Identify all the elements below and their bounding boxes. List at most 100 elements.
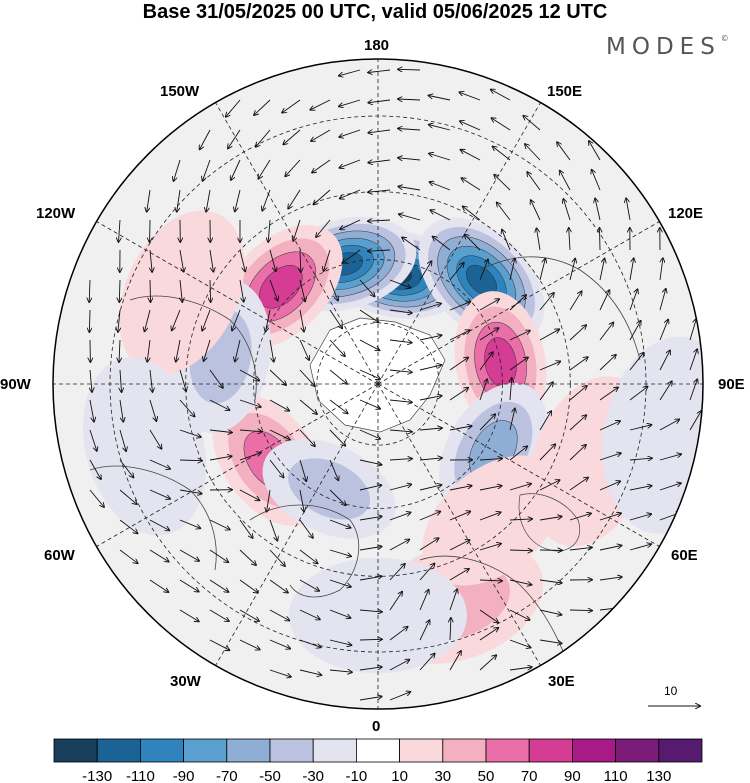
wind-vector — [285, 159, 301, 176]
wind-vector — [389, 279, 411, 288]
lon-label-60e: 60E — [671, 547, 698, 564]
wind-vector — [368, 190, 391, 192]
wind-vector — [204, 339, 211, 361]
wind-vector — [239, 519, 253, 538]
colorbar-swatch — [355, 738, 400, 763]
anomaly-contour — [288, 458, 371, 520]
wind-vector — [389, 540, 409, 551]
lon-label-90w: 90W — [0, 376, 31, 393]
wind-vector — [339, 99, 361, 106]
wind-vector — [569, 291, 582, 311]
wind-vector — [465, 234, 481, 251]
wind-vector — [359, 610, 382, 612]
wind-vector — [689, 411, 701, 431]
lon-label-0: 0 — [372, 718, 381, 735]
lon-label-30w: 30W — [170, 673, 201, 690]
wind-vector — [329, 399, 348, 413]
meridian-line — [199, 383, 379, 693]
wind-vector — [419, 365, 441, 371]
wind-vector — [359, 516, 382, 521]
brand-mark: © — [720, 34, 729, 43]
wind-vector — [592, 170, 601, 191]
wind-vector — [589, 141, 601, 161]
wind-vector — [119, 399, 123, 422]
wind-vector — [231, 159, 241, 180]
wind-vector — [539, 259, 545, 281]
wind-vector — [449, 569, 469, 581]
wind-vector — [119, 219, 121, 242]
meridian-line — [377, 75, 557, 385]
wind-vector — [450, 618, 451, 641]
wind-vector — [629, 289, 638, 311]
wind-vector — [311, 129, 331, 141]
lon-label-150e: 150E — [547, 83, 583, 100]
colorbar-tick-label: -130 — [82, 768, 112, 783]
wind-vector — [149, 549, 169, 562]
wind-vector — [502, 230, 511, 251]
wind-vector — [626, 198, 631, 221]
wind-vector — [569, 610, 592, 611]
wind-vector — [479, 512, 501, 521]
wind-vector — [430, 210, 451, 221]
wind-vector — [300, 249, 301, 272]
wind-vector — [119, 429, 126, 451]
wind-vector — [659, 350, 670, 371]
map-title: Base 31/05/2025 00 UTC, valid 05/06/2025… — [142, 1, 608, 23]
wind-vector — [419, 304, 441, 311]
wind-vector — [599, 453, 621, 461]
latitude-circle — [253, 259, 503, 509]
colorbar-swatch — [312, 738, 357, 763]
wind-vector — [209, 249, 213, 272]
wind-vector — [147, 189, 151, 212]
wind-vector — [299, 669, 321, 675]
wind-vector — [479, 655, 496, 671]
wind-vector — [479, 299, 499, 311]
colorbar-swatch — [183, 738, 228, 763]
meridian-line — [377, 383, 687, 563]
wind-vector — [203, 159, 211, 181]
wind-vector — [449, 511, 470, 521]
wind-vector — [398, 69, 421, 70]
wind-vector — [389, 340, 412, 343]
wind-vector — [118, 309, 120, 332]
wind-vector — [368, 160, 391, 163]
wind-vector — [179, 369, 186, 391]
colorbar-swatch — [53, 738, 98, 763]
wind-vector — [389, 692, 410, 701]
colorbar-tick-label: 70 — [521, 768, 538, 783]
wind-vector — [389, 430, 412, 432]
wind-vector — [209, 519, 230, 530]
wind-vector — [89, 309, 90, 332]
wind-vector — [599, 290, 609, 311]
wind-vector — [689, 379, 697, 401]
wind-vector — [239, 399, 261, 407]
wind-vector — [479, 379, 487, 401]
wind-vector — [329, 459, 338, 480]
colorbar-tick-label: -30 — [302, 768, 324, 783]
wind-vector — [359, 485, 381, 491]
wind-vector — [312, 159, 331, 173]
wind-vector — [120, 369, 122, 392]
wind-vector — [479, 352, 493, 371]
wind-vector — [419, 590, 429, 611]
wind-vector — [179, 429, 201, 437]
wind-vector — [310, 99, 331, 110]
wind-vector — [339, 69, 361, 76]
wind-vector — [479, 609, 498, 623]
wind-vector — [569, 547, 592, 550]
wind-vector — [299, 609, 320, 619]
wind-vector — [359, 667, 382, 671]
wind-vector — [269, 399, 289, 411]
wind-vector — [239, 430, 262, 432]
wind-vector — [419, 538, 439, 551]
brand-text: MODES — [606, 34, 721, 60]
wind-vector — [329, 309, 342, 328]
map-border — [52, 58, 704, 710]
wind-vector — [147, 339, 150, 362]
colorbar-swatch — [485, 738, 530, 763]
wind-vector — [449, 358, 468, 371]
wind-vector — [299, 309, 304, 332]
wind-vector — [629, 321, 641, 341]
wind-vector — [206, 189, 211, 212]
